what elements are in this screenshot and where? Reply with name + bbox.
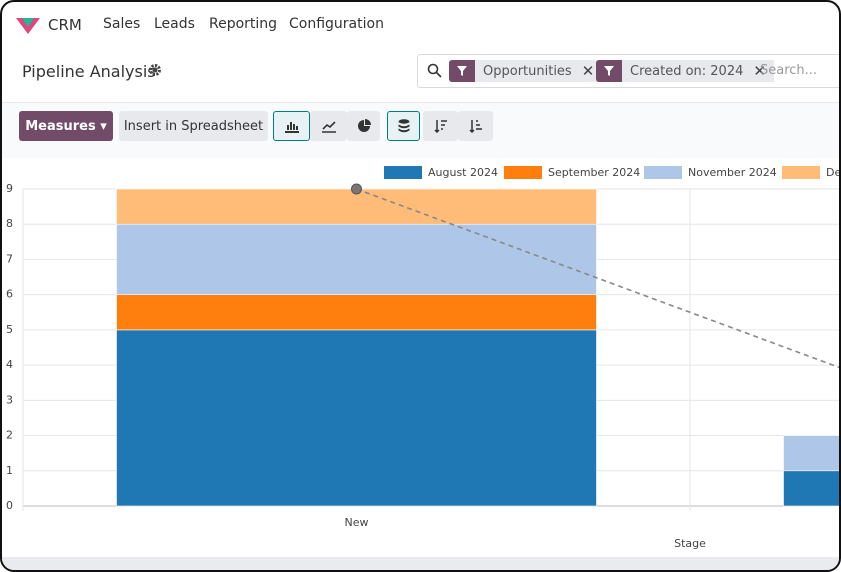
- y-tick-label: 5: [6, 323, 13, 336]
- bar-chart-button[interactable]: [273, 111, 310, 141]
- measures-label: Measures: [25, 118, 96, 134]
- y-tick-label: 2: [6, 429, 13, 442]
- insert-button[interactable]: Insert in Spreadsheet: [119, 111, 268, 141]
- chart: 0 1 2 3 4 5 6 7 8 9 August 2024 September 2024 Novem…: [6, 166, 840, 550]
- legend-swatch: [384, 166, 422, 179]
- page-title: Pipeline Analysis: [22, 62, 156, 81]
- menu-item[interactable]: Configuration: [289, 16, 384, 32]
- legend-swatch: [504, 166, 542, 179]
- toolbar: Measures ▾ Insert in Spreadsheet: [2, 102, 839, 158]
- scrollbar: [2, 557, 839, 570]
- legend-swatch: [644, 166, 682, 179]
- legend-label: September 2024: [548, 166, 640, 179]
- settings-icon[interactable]: [148, 63, 162, 77]
- facet-label: Created on: 2024: [630, 63, 744, 79]
- legend-label: November 2024: [688, 166, 777, 179]
- y-tick-label: 1: [6, 464, 13, 477]
- sort-desc-button[interactable]: [423, 111, 458, 141]
- menu-item[interactable]: Leads: [154, 16, 195, 32]
- search-placeholder[interactable]: Search...: [760, 63, 818, 78]
- app-name[interactable]: CRM: [48, 16, 82, 34]
- measures-button[interactable]: Measures ▾: [19, 111, 113, 141]
- line-chart-button[interactable]: [310, 111, 347, 141]
- facet[interactable]: Created on: 2024 ✕: [596, 60, 774, 82]
- y-tick-label: 0: [6, 499, 13, 512]
- y-tick-label: 9: [6, 182, 13, 195]
- y-tick-label: 4: [6, 358, 13, 371]
- legend-label: August 2024: [428, 166, 498, 179]
- facet[interactable]: Opportunities ✕: [449, 60, 603, 82]
- stacked-button[interactable]: [387, 111, 420, 141]
- search-bar[interactable]: Opportunities ✕ Created on: 2024 ✕ Search.…: [417, 54, 839, 88]
- bar-segment: [116, 294, 597, 331]
- trend-point: [351, 183, 362, 195]
- bar-segment: [116, 223, 597, 295]
- bar-segment: [783, 435, 839, 472]
- y-tick-label: 3: [6, 393, 13, 406]
- menu-item[interactable]: Reporting: [209, 16, 278, 32]
- bar-segment: [116, 329, 597, 507]
- x-tick-label: New: [345, 516, 369, 529]
- trend-line: [356, 188, 839, 369]
- bar-segment: [783, 470, 839, 507]
- menu-item[interactable]: Sales: [103, 16, 141, 32]
- y-tick-label: 8: [6, 217, 13, 230]
- app-logo[interactable]: [14, 14, 42, 36]
- sort-asc-button[interactable]: [458, 111, 493, 141]
- legend-swatch: [782, 166, 820, 179]
- search-icon: [427, 63, 442, 78]
- y-tick-label: 7: [6, 252, 13, 265]
- bar-segment: [116, 188, 597, 225]
- facet-label: Opportunities: [483, 63, 572, 79]
- legend-label: December 2024: [826, 166, 840, 179]
- pie-chart-button[interactable]: [347, 111, 380, 141]
- x-axis-title: Stage: [674, 537, 706, 550]
- y-tick-label: 6: [6, 288, 13, 301]
